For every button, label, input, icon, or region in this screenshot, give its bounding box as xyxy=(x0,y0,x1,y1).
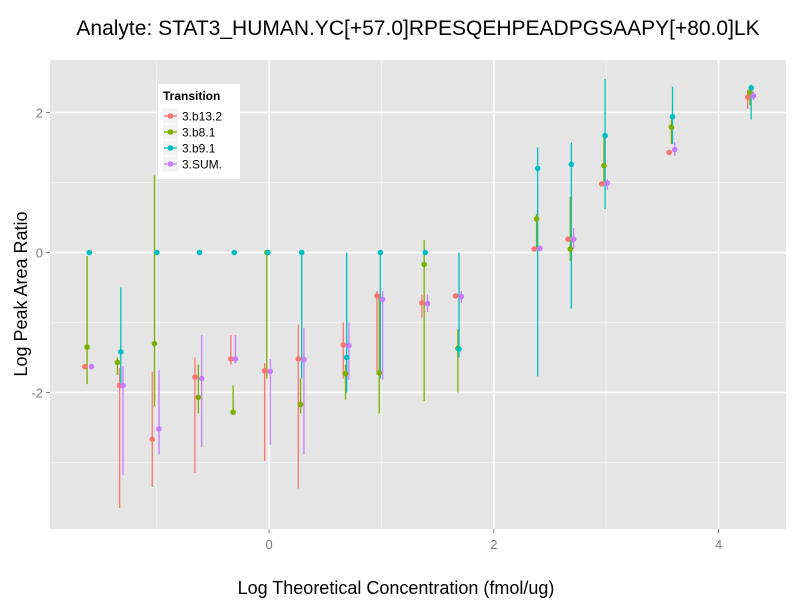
data-point xyxy=(301,356,307,363)
data-point xyxy=(86,249,93,256)
data-point xyxy=(298,249,305,256)
legend-label: 3.b13.2 xyxy=(182,110,222,124)
data-point xyxy=(602,132,608,139)
data-point xyxy=(376,370,383,376)
data-point xyxy=(422,249,429,256)
error-bars xyxy=(86,78,755,508)
data-point xyxy=(346,342,352,349)
chart-title: Analyte: STAT3_HUMAN.YC[+57.0]RPESQEHPEA… xyxy=(76,17,759,40)
legend: Transition 3.b13.2 3.b8.1 3.b9.1 3.SUM. xyxy=(158,84,240,179)
data-point xyxy=(567,246,574,252)
data-point xyxy=(666,149,672,156)
data-point xyxy=(196,249,203,256)
data-point xyxy=(374,293,380,299)
data-point xyxy=(149,436,156,443)
data-point xyxy=(458,293,465,300)
data-point xyxy=(598,181,605,187)
data-point xyxy=(198,375,205,382)
data-points xyxy=(82,85,757,443)
legend-label: 3.b9.1 xyxy=(182,142,216,156)
x-axis: 0 2 4 xyxy=(265,529,722,552)
legend-key-point xyxy=(167,129,174,135)
legend-title: Transition xyxy=(163,89,220,103)
data-point xyxy=(668,124,675,130)
data-point xyxy=(114,359,121,366)
data-point xyxy=(267,368,274,375)
data-point xyxy=(117,349,124,355)
legend-label: 3.b8.1 xyxy=(182,126,216,140)
data-point xyxy=(570,236,577,242)
data-point xyxy=(424,300,431,307)
x-tick-label: 2 xyxy=(490,537,497,552)
legend-label: 3.SUM. xyxy=(182,158,222,172)
y-tick-label: -2 xyxy=(31,386,43,401)
y-axis-label: Log Peak Area Ratio xyxy=(11,211,31,376)
data-point xyxy=(84,344,90,350)
y-axis: -2 0 2 xyxy=(31,106,50,401)
data-point xyxy=(531,246,538,252)
data-point xyxy=(744,94,751,100)
data-point xyxy=(419,300,425,306)
data-point xyxy=(340,342,347,348)
data-point xyxy=(231,249,238,256)
data-point xyxy=(261,368,268,374)
data-point xyxy=(120,382,126,389)
data-point xyxy=(151,340,158,347)
data-point xyxy=(568,161,575,168)
data-point xyxy=(421,261,427,268)
x-tick-label: 4 xyxy=(715,537,722,552)
data-point xyxy=(343,354,350,361)
data-point xyxy=(195,394,202,401)
data-point xyxy=(537,245,543,252)
data-point xyxy=(230,409,236,415)
data-point xyxy=(534,165,541,172)
data-point xyxy=(88,363,95,370)
major-gridlines xyxy=(50,60,786,529)
data-point xyxy=(750,92,757,99)
data-point xyxy=(265,249,271,256)
data-point xyxy=(295,356,302,362)
data-point xyxy=(156,426,162,432)
legend-key-point xyxy=(167,145,174,151)
x-tick-label: 0 xyxy=(265,537,272,552)
data-point xyxy=(192,374,198,380)
data-point xyxy=(82,363,88,370)
data-point xyxy=(748,85,754,91)
data-point xyxy=(452,293,459,299)
y-tick-label: 2 xyxy=(36,106,43,121)
legend-key-point xyxy=(167,113,174,119)
data-point xyxy=(342,370,349,377)
data-point xyxy=(379,296,386,303)
x-axis-label: Log Theoretical Concentration (fmol/ug) xyxy=(238,578,555,598)
data-point xyxy=(601,162,607,169)
data-point xyxy=(671,146,678,153)
data-point xyxy=(297,401,304,408)
data-point xyxy=(153,249,160,256)
data-point xyxy=(565,236,571,242)
data-point xyxy=(669,113,676,120)
data-point xyxy=(377,249,384,256)
data-point xyxy=(456,346,462,352)
data-point xyxy=(604,180,611,186)
minor-gridlines xyxy=(50,60,786,529)
data-point xyxy=(228,356,234,362)
legend-key-point xyxy=(167,161,174,167)
data-point xyxy=(533,216,540,222)
y-tick-label: 0 xyxy=(36,246,43,261)
legend-items: 3.b13.2 3.b8.1 3.b9.1 3.SUM. xyxy=(163,108,222,172)
data-point xyxy=(232,356,239,362)
